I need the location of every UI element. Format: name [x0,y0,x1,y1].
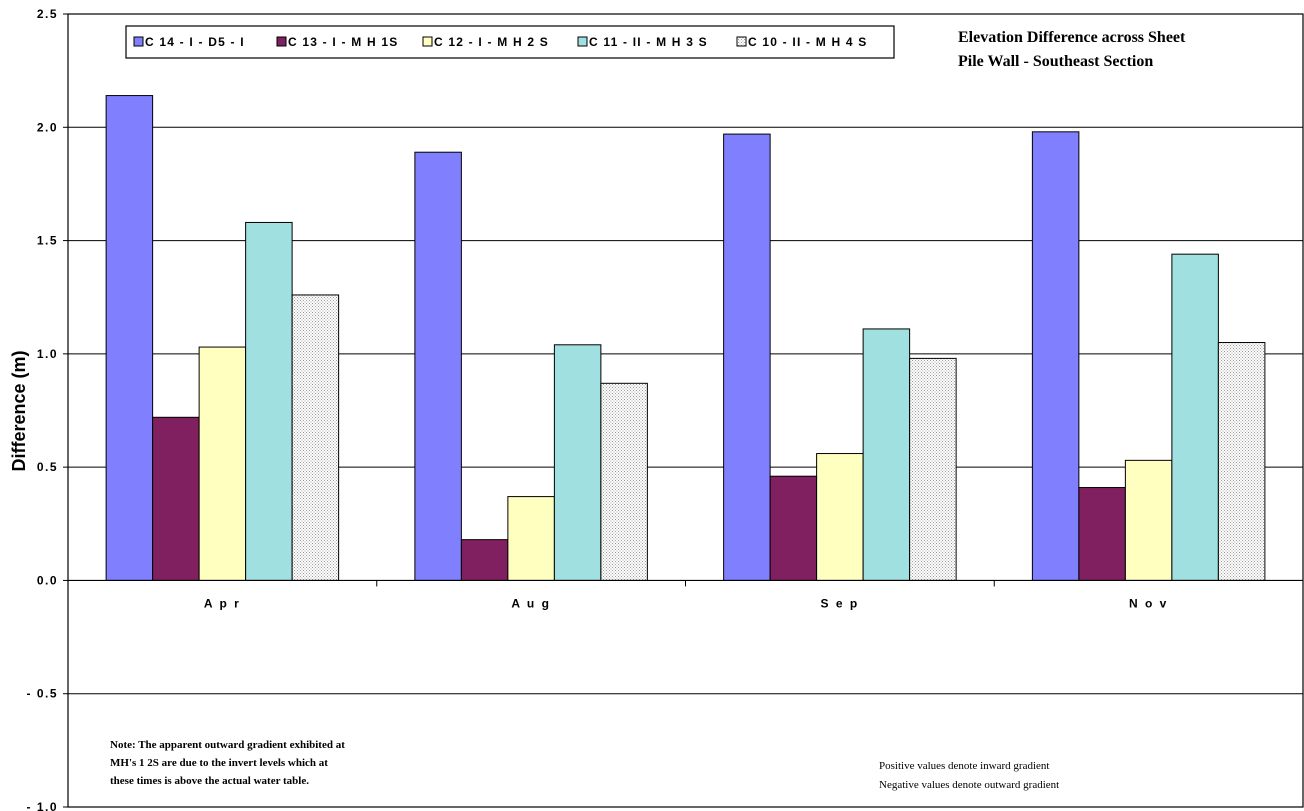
bar-4-0 [245,221,293,581]
bar-5-3 [1217,342,1266,581]
note-line-3: these times is above the actual water ta… [110,775,309,787]
sign-line-2: Negative values denote outward gradient [879,779,1059,791]
y-tick-label: 0.5 [37,460,58,474]
legend-label-3: C 12 - I - M H 2 S [434,35,549,49]
y-tick-label: 0.0 [37,573,58,587]
y-tick-label: 2.0 [37,120,58,134]
chart-title: Elevation Difference across Sheet Pile W… [958,29,1186,70]
bar-2-1 [460,539,509,581]
bar-3-0 [198,346,247,581]
legend-swatch-3 [422,36,433,47]
legend: C 14 - I - D5 - I C 13 - I - M H 1S C 12 -… [125,25,895,59]
legend-swatch-5 [736,36,747,47]
bars [105,95,1266,581]
chart-title-line-2: Pile Wall - Southeast Section [958,53,1153,70]
legend-swatch-4 [577,36,588,47]
bar-3-3 [1124,459,1173,581]
bar-5-2 [909,357,957,581]
x-category-label: S e p [821,596,860,610]
note-line-2: MH's 1 2S are due to the invert levels w… [110,757,328,769]
note-line-1: Note: The apparent outward gradient exhi… [110,739,345,751]
bar-3-2 [816,453,864,581]
legend-swatch-2 [276,36,287,47]
sign-line-1: Positive values denote inward gradient [879,760,1049,772]
note-annotation: Note: The apparent outward gradient exhi… [110,739,345,787]
bar-5-1 [600,382,648,581]
y-axis-label: Difference (m) [9,350,29,471]
bar-4-3 [1171,253,1219,581]
y-axis-ticks: 2.5 2.0 1.5 1.0 0.5 0.0 - 0.5 - 1.0 [26,7,68,811]
chart-title-line-1: Elevation Difference across Sheet [958,29,1186,46]
plot-frame [67,13,1304,808]
bar-1-1 [414,151,462,581]
bar-2-0 [152,416,200,581]
y-tick-label: 1.5 [37,234,58,248]
legend-box [125,25,895,59]
sign-convention-note: Positive values denote inward gradient N… [879,760,1059,791]
legend-label-1: C 14 - I - D5 - I [145,35,245,49]
y-tick-label: - 1.0 [26,800,58,811]
x-category-label: A u g [511,596,551,610]
bar-1-0 [105,95,154,581]
bar-2-3 [1078,487,1126,581]
bar-1-2 [723,133,771,581]
y-tick-label: - 0.5 [26,687,58,701]
legend-label-5: C 10 - II - M H 4 S [748,35,868,49]
bar-3-1 [507,496,555,581]
legend-label-4: C 11 - II - M H 3 S [589,35,708,49]
y-tick-label: 2.5 [37,7,58,21]
y-tick-label: 1.0 [37,347,58,361]
bar-4-1 [553,344,602,581]
x-category-label: A p r [204,596,241,610]
x-category-label: N o v [1129,596,1168,610]
legend-label-2: C 13 - I - M H 1S [288,35,398,49]
bar-5-0 [291,294,340,581]
bar-2-2 [769,475,818,581]
bar-1-3 [1031,131,1080,581]
legend-swatch-1 [133,36,144,47]
bar-4-2 [862,328,911,581]
